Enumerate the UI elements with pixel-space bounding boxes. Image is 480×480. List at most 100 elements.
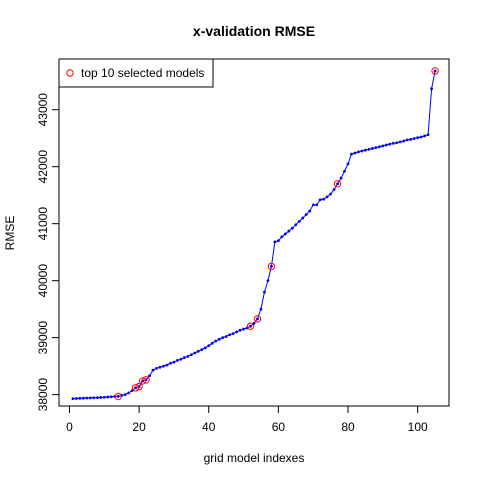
legend-marker-icon	[66, 69, 74, 77]
data-point	[402, 139, 406, 143]
data-point	[416, 136, 420, 140]
data-point	[189, 353, 193, 357]
data-point	[158, 365, 162, 369]
data-point	[360, 149, 364, 153]
data-point	[412, 137, 416, 140]
data-point	[151, 368, 155, 372]
x-tick-label: 100	[408, 420, 428, 434]
y-tick-label: 43000	[36, 93, 50, 127]
legend-entry: top 10 selected models	[81, 66, 204, 80]
data-point	[332, 188, 336, 191]
data-point	[102, 395, 106, 399]
data-point	[214, 339, 218, 343]
data-point	[419, 135, 423, 139]
x-tick-label: 40	[202, 420, 216, 434]
data-point	[304, 213, 308, 216]
data-point	[377, 145, 381, 149]
data-point	[203, 346, 207, 350]
data-point	[186, 355, 190, 358]
selected-model-marker	[246, 322, 255, 330]
data-point	[169, 361, 172, 365]
data-point	[287, 229, 291, 233]
x-tick-label: 0	[66, 420, 73, 434]
data-point	[78, 396, 82, 400]
data-point	[155, 366, 158, 370]
data-point	[207, 344, 211, 348]
y-axis-label: RMSE	[3, 216, 17, 251]
data-point	[116, 394, 120, 398]
data-point	[343, 169, 346, 173]
data-point	[364, 148, 367, 152]
data-point	[221, 336, 225, 340]
data-point	[374, 146, 378, 150]
data-point	[196, 349, 200, 353]
data-point	[367, 147, 371, 151]
data-point	[315, 203, 319, 207]
data-point	[346, 162, 350, 166]
data-point	[395, 141, 399, 145]
selected-model-marker	[333, 180, 342, 188]
data-point	[85, 396, 89, 400]
y-tick-label: 41000	[36, 207, 50, 241]
data-point	[318, 198, 322, 202]
data-point	[172, 360, 176, 364]
data-point	[249, 324, 252, 328]
data-point	[165, 363, 169, 367]
data-point	[256, 317, 259, 321]
data-point	[433, 69, 437, 73]
chart-title: x-validation RMSE	[193, 23, 315, 39]
data-point	[88, 396, 92, 400]
data-point	[148, 374, 151, 378]
data-point	[235, 330, 238, 334]
selected-model-marker	[138, 377, 147, 385]
data-point	[276, 239, 280, 243]
data-point	[263, 290, 266, 294]
legend-box	[58, 58, 214, 88]
data-point	[179, 357, 183, 361]
data-point	[95, 396, 99, 400]
data-point	[270, 265, 273, 268]
data-point	[127, 391, 131, 395]
selected-model-marker	[431, 67, 439, 75]
selected-models-layer	[114, 67, 439, 401]
selected-model-marker	[114, 392, 122, 401]
selected-model-marker	[253, 315, 262, 323]
data-point	[273, 240, 277, 244]
data-point	[311, 203, 315, 207]
legend: top 10 selected models	[58, 58, 214, 88]
x-axis-label: grid model indexes	[204, 451, 305, 465]
data-point	[81, 396, 85, 400]
y-tick-label: 40000	[36, 264, 50, 298]
data-point	[200, 348, 204, 351]
data-point	[339, 176, 343, 180]
data-point	[308, 209, 312, 213]
data-point	[357, 150, 360, 154]
data-point	[228, 333, 232, 337]
data-point	[336, 182, 339, 186]
data-point	[162, 364, 165, 368]
data-point	[409, 137, 413, 141]
series-layer	[71, 69, 437, 400]
data-point	[350, 152, 353, 156]
data-point	[266, 279, 270, 283]
data-point	[391, 141, 395, 145]
y-tick-label: 38000	[36, 378, 50, 412]
data-point	[329, 192, 333, 196]
data-point	[353, 151, 357, 155]
selected-model-marker	[142, 376, 150, 384]
selected-model-marker	[135, 382, 143, 391]
data-point	[231, 332, 235, 336]
data-point	[283, 232, 287, 236]
plot-frame	[58, 58, 450, 407]
selected-model-marker	[131, 384, 140, 392]
data-point	[322, 197, 326, 201]
data-point	[242, 327, 245, 331]
data-point	[290, 226, 294, 230]
y-tick-label: 39000	[36, 321, 50, 355]
data-point	[193, 351, 197, 355]
data-point	[175, 359, 179, 362]
data-point	[384, 143, 388, 147]
data-point	[423, 134, 427, 138]
data-point	[430, 87, 433, 91]
data-point	[75, 397, 78, 400]
